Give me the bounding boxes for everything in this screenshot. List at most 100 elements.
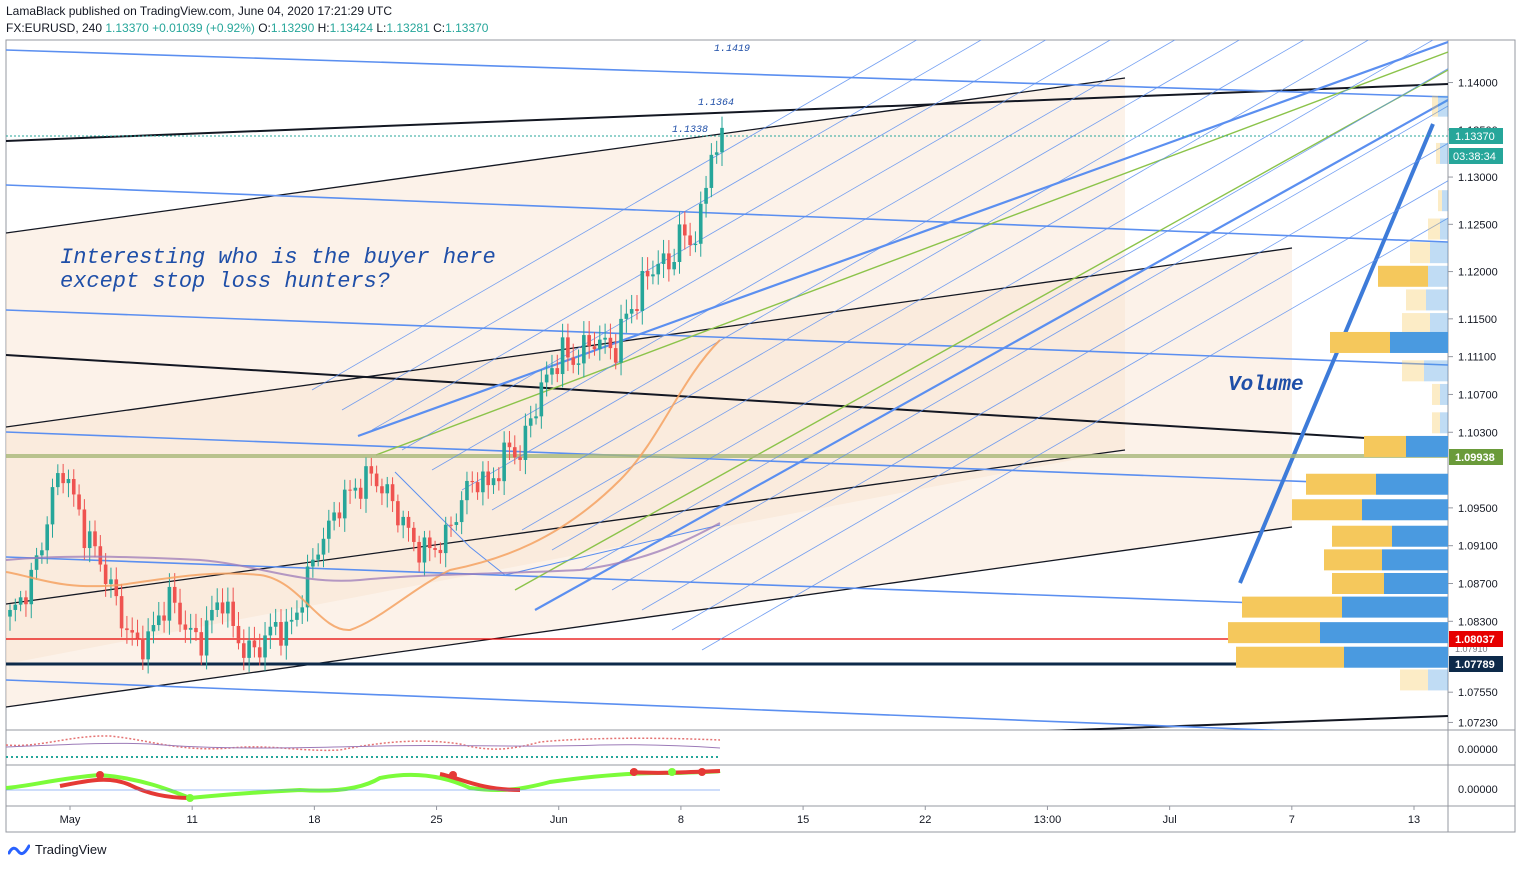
publisher-text: LamaBlack published on TradingView.com, … [6, 4, 393, 18]
time-tick-label: Jun [550, 814, 568, 826]
candle-body [61, 473, 65, 484]
candle-body [714, 152, 719, 155]
candle-body [417, 541, 421, 563]
candle-body [66, 478, 71, 484]
vp-sell-bar [1440, 383, 1448, 405]
candle-body [502, 442, 506, 482]
vp-buy-bar [1438, 190, 1442, 212]
moving-averages [6, 339, 721, 632]
vp-sell-bar [1442, 190, 1448, 212]
candle-body [135, 632, 140, 639]
candle-body [603, 337, 607, 340]
candle-body [109, 579, 113, 584]
candle-body [608, 337, 613, 349]
price-tick-label: 1.12000 [1458, 267, 1498, 279]
vp-sell-bar [1426, 289, 1448, 311]
candle-body [194, 627, 198, 633]
last-price: 1.13370 [105, 21, 149, 35]
candle-body [698, 203, 703, 244]
candle-body [422, 537, 427, 563]
osc2-red-segment-1 [59, 777, 191, 800]
candle-body [709, 154, 714, 188]
candle-body [683, 224, 687, 236]
oscillator-pane-1 [6, 735, 721, 758]
candle-body [141, 638, 145, 660]
candle-body [369, 466, 374, 474]
candle-body [34, 555, 39, 570]
fan-line [491, 40, 1305, 511]
fan-line [701, 217, 1448, 651]
candle-body [635, 309, 639, 312]
candle-body [544, 374, 549, 383]
candle-body [114, 579, 119, 597]
lower-black-line [1046, 715, 1448, 730]
tradingview-logo[interactable]: TradingView [8, 842, 107, 857]
candle-body [358, 487, 363, 499]
candle-body [93, 531, 97, 547]
candle-body [587, 335, 591, 347]
navy-level-text: 1.07789 [1455, 659, 1495, 671]
resistance-line [6, 83, 1448, 142]
candle-body [241, 643, 246, 658]
green-level-tag [1449, 449, 1503, 465]
level-1338-label: 1.1338 [672, 125, 708, 136]
navy-level-tag [1449, 656, 1503, 672]
vp-sell-bar [1390, 331, 1448, 353]
vp-sell-bar [1428, 265, 1448, 287]
candle-body [226, 601, 230, 614]
fan-line [311, 40, 918, 391]
price-tick-label: 1.07230 [1458, 717, 1498, 729]
candle-body [688, 235, 692, 246]
countdown-text: 03:38:34 [1453, 151, 1496, 163]
candle-body [183, 624, 188, 630]
price-axis[interactable]: 1.140001.135001.130001.125001.120001.115… [1448, 78, 1498, 730]
candle-body [443, 524, 448, 554]
candle-body [273, 622, 278, 627]
candle-body [24, 597, 28, 605]
vp-buy-bar [1402, 313, 1430, 335]
volume-label: Volume [1228, 374, 1304, 397]
candle-body [156, 615, 161, 626]
candle-body [257, 647, 262, 658]
time-tick-label: 25 [430, 814, 442, 826]
channel-top-line [6, 77, 1126, 234]
red-level-tag [1449, 631, 1503, 647]
candle-body [348, 489, 352, 491]
candle-body [167, 586, 172, 621]
candle-body [284, 621, 289, 646]
channel-bottom-line [6, 526, 1293, 708]
symbol-line: FX:EURUSD, 240 1.13370 +0.01039 (+0.92%)… [6, 21, 488, 35]
candle-body [412, 527, 416, 542]
time-axis[interactable]: May 11 18 25 Jun 8 15 22 13:00 Jul 7 13 [60, 806, 1421, 826]
time-tick-label: 22 [919, 814, 931, 826]
vp-buy-bar [1332, 572, 1384, 594]
trendlines [6, 40, 1448, 730]
osc2-green-line [6, 769, 721, 801]
candle-body [252, 640, 257, 648]
vp-sell-bar [1384, 572, 1448, 594]
candle-body [119, 596, 124, 629]
vp-buy-bar [1324, 549, 1382, 571]
candle-body [449, 524, 453, 526]
sma-purple [6, 522, 721, 582]
candle-body [342, 489, 347, 519]
vp-buy-bar [1364, 435, 1406, 457]
osc2-dot-3 [449, 771, 457, 779]
candle-body [677, 224, 682, 262]
candle-body [13, 604, 18, 610]
vp-sell-bar [1344, 646, 1448, 668]
candle-body [321, 538, 326, 555]
blue-channel-1 [6, 49, 1448, 98]
vp-buy-bar [1330, 331, 1390, 353]
candle-body [629, 309, 634, 314]
price-tick-label: 1.08700 [1458, 578, 1498, 590]
candle-body [619, 318, 623, 363]
candle-body [667, 253, 671, 270]
candle-body [162, 615, 166, 621]
candle-body [645, 270, 650, 277]
vp-buy-bar [1236, 646, 1344, 668]
time-tick-label: 8 [678, 814, 684, 826]
chart-frame [5, 39, 1516, 833]
candle-body [582, 335, 586, 364]
